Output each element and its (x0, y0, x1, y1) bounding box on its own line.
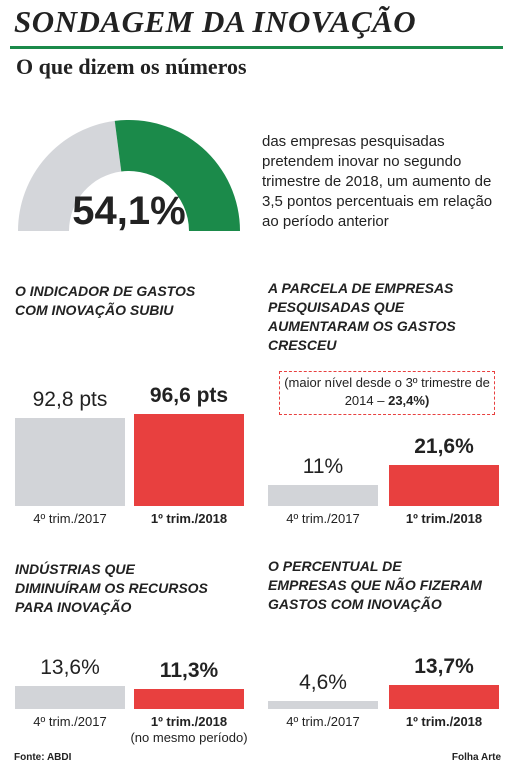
value-label: 13,6% (40, 655, 100, 679)
panel-title: INDÚSTRIAS QUE (15, 561, 135, 577)
value-label: 11,3% (159, 659, 219, 683)
panel-title: DIMINUÍRAM OS RECURSOS (15, 580, 208, 596)
panel-title: GASTOS COM INOVAÇÃO (268, 596, 442, 612)
bar (268, 485, 378, 506)
panel-title: PARA INOVAÇÃO (15, 599, 132, 615)
panel-title: O PERCENTUAL DE (268, 558, 402, 574)
bar (134, 689, 244, 709)
category-label: 1º trim./2018 (150, 511, 228, 526)
bar (389, 464, 499, 506)
gauge-track (18, 120, 122, 231)
value-label: 96,6 pts (149, 384, 229, 408)
bar (15, 417, 125, 506)
gauge-label: 54,1% (72, 189, 185, 233)
bar (134, 414, 244, 506)
panel-title: PESQUISADAS QUE (268, 299, 405, 315)
bar (268, 701, 378, 709)
category-label: 1º trim./2018 (150, 714, 228, 729)
value-label: 13,7% (414, 655, 474, 679)
gauge-value (114, 120, 240, 231)
value-label: 21,6% (414, 434, 474, 458)
gauge-description: das empresas pesquisadas pretendem inova… (262, 133, 493, 230)
category-label: 1º trim./2018 (405, 714, 483, 729)
category-label: 4º trim./2017 (286, 714, 360, 729)
annotation: (maior nível desde o 3º trimestre de 201… (279, 371, 495, 415)
value-label: 92,8 pts (32, 387, 108, 411)
panel-title: AUMENTARAM OS GASTOS (268, 318, 456, 334)
bar (15, 685, 125, 709)
annotation-highlight: 23,4%) (388, 393, 430, 408)
panel-title: COM INOVAÇÃO SUBIU (15, 302, 174, 318)
subtitle: O que dizem os números (16, 54, 247, 79)
gauge: 54,1% (18, 120, 240, 233)
source: Fonte: ABDI (14, 752, 72, 763)
annotation-text: (maior nível desde o 3º trimestre de 201… (284, 375, 490, 408)
panel-title: A PARCELA DE EMPRESAS (268, 280, 454, 296)
bar (389, 685, 499, 709)
title: SONDAGEM DA INOVAÇÃO (14, 4, 417, 39)
title-rule (10, 46, 503, 49)
panel-title: O INDICADOR DE GASTOS (15, 283, 196, 299)
credit: Folha Arte (451, 752, 501, 763)
note: (no mesmo período) (130, 730, 248, 745)
category-label: 4º trim./2017 (286, 511, 360, 526)
panel-title: EMPRESAS QUE NÃO FIZERAM (268, 577, 482, 593)
category-label: 1º trim./2018 (405, 511, 483, 526)
category-label: 4º trim./2017 (33, 511, 107, 526)
panel-title: CRESCEU (268, 337, 337, 353)
value-label: 11% (302, 455, 344, 479)
value-label: 4,6% (299, 671, 347, 695)
category-label: 4º trim./2017 (33, 714, 107, 729)
